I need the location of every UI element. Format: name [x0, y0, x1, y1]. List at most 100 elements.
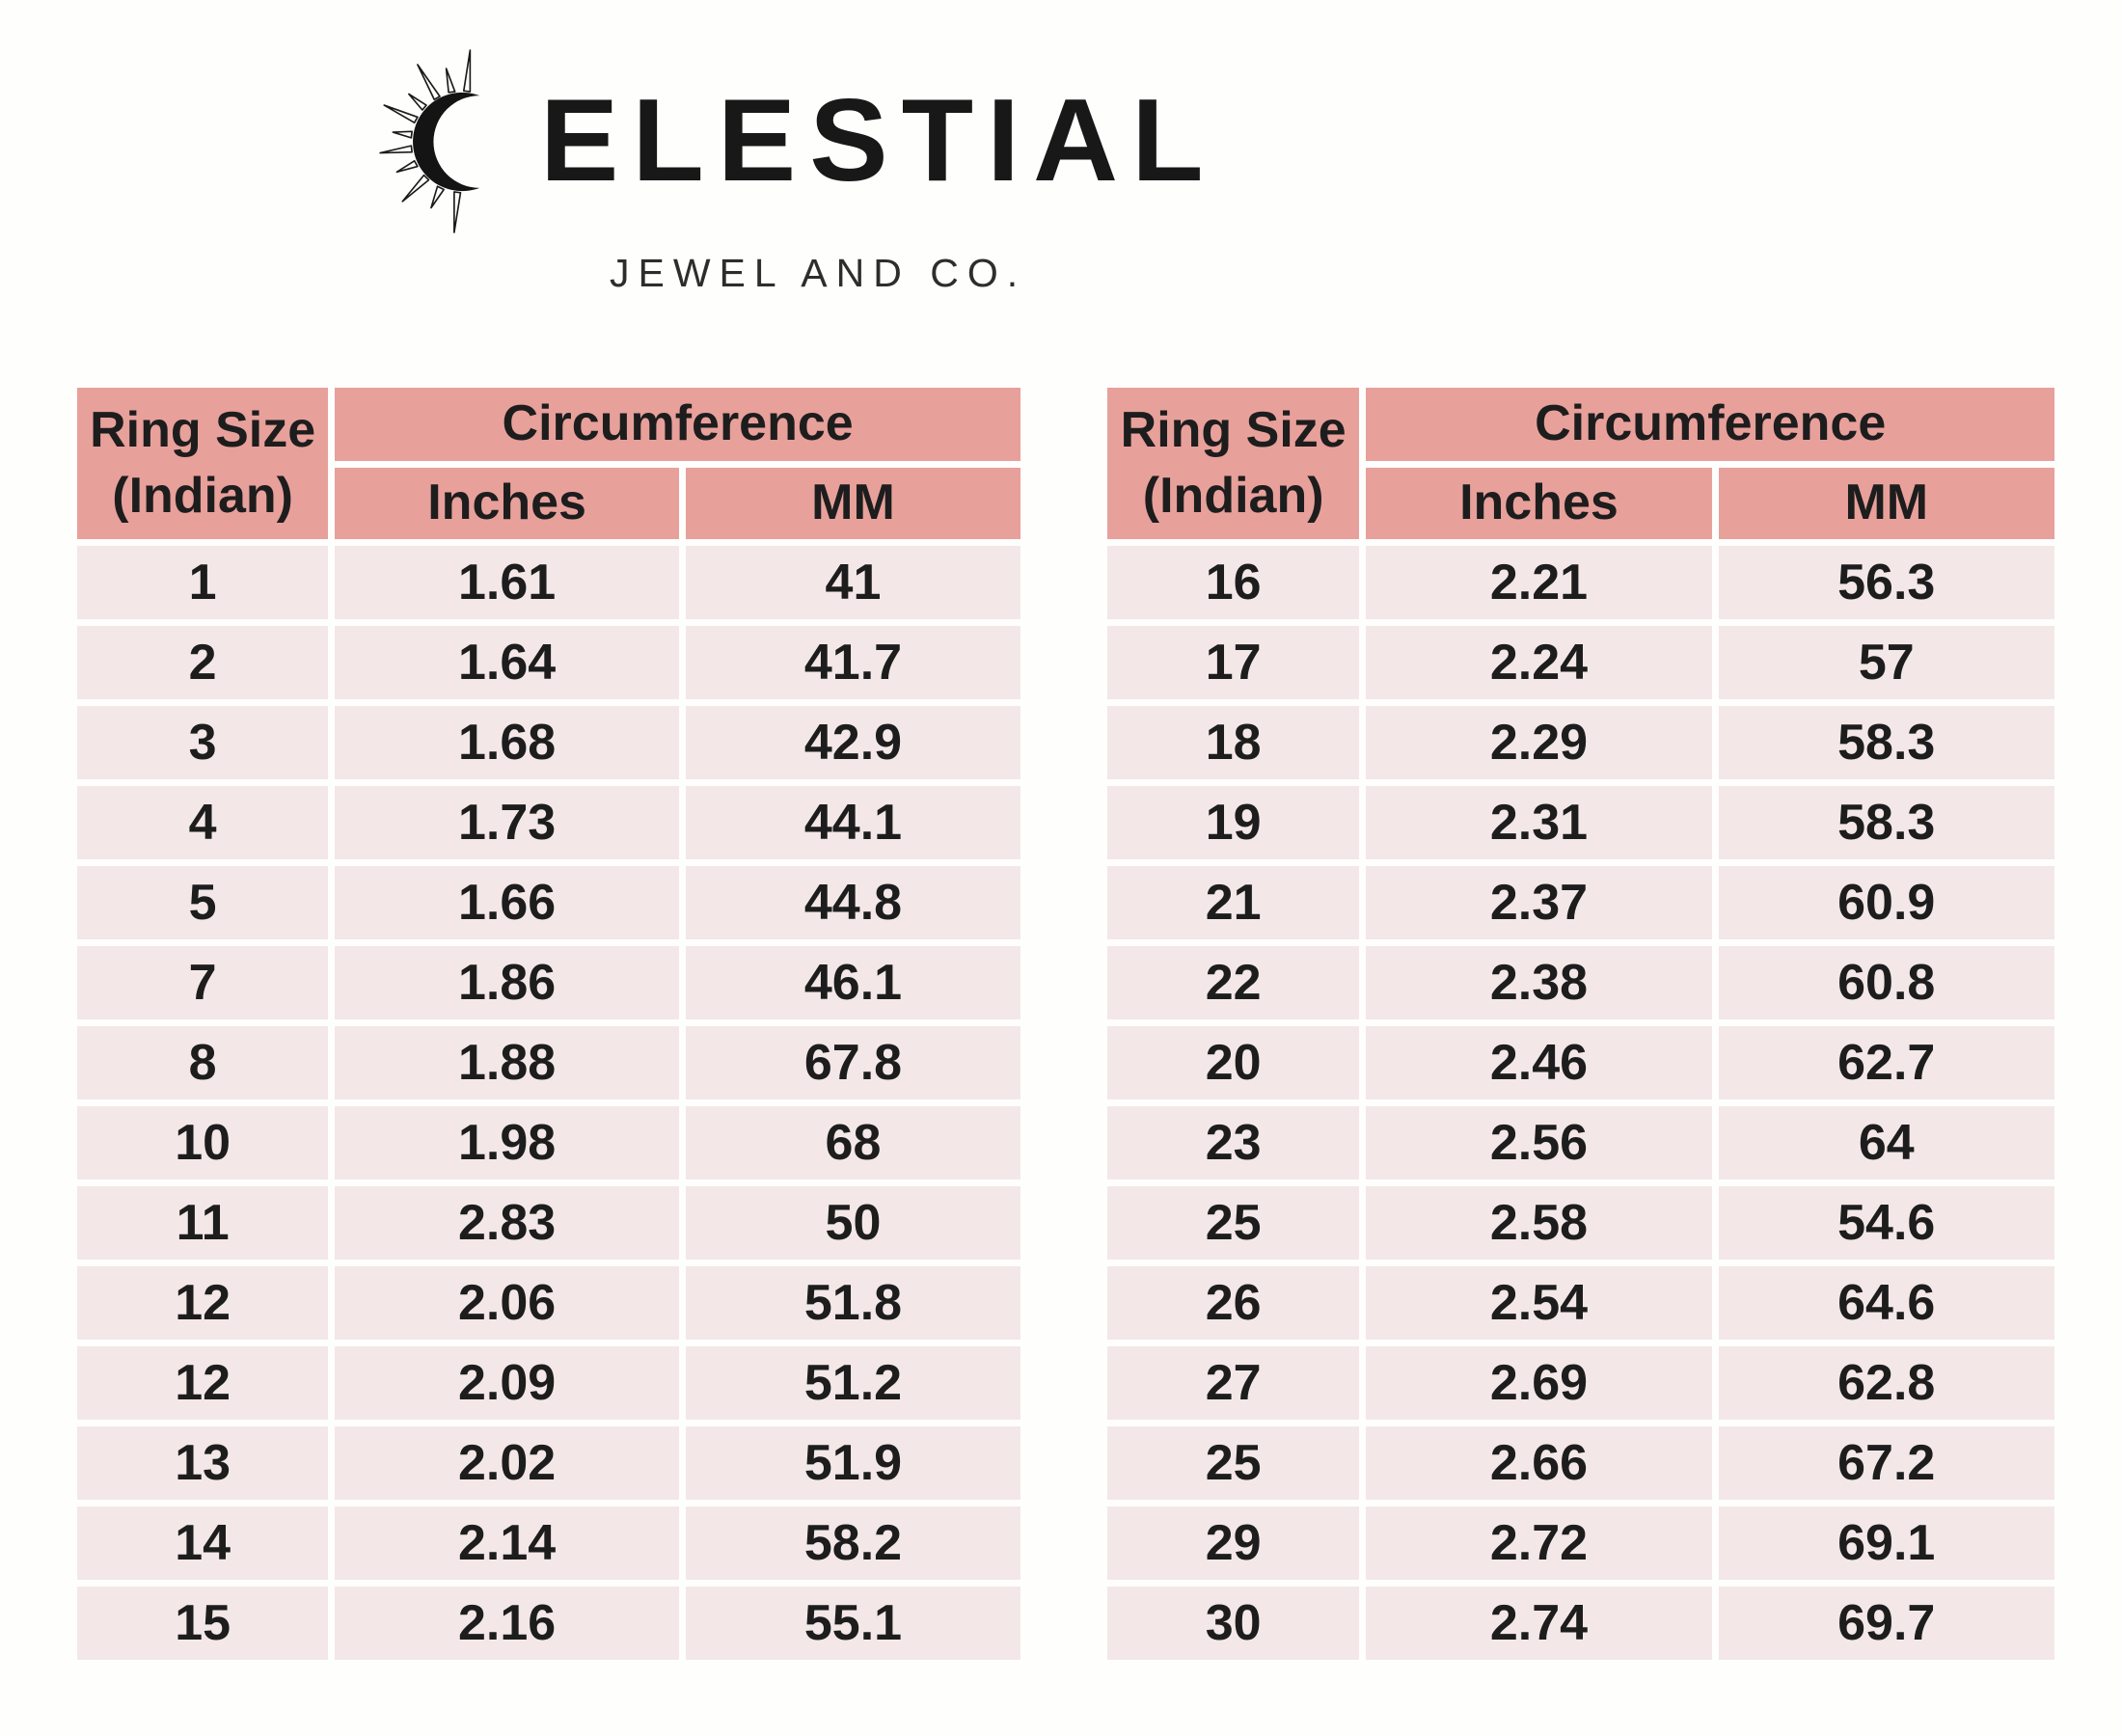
brand-logo: ELESTIAL JEWEL AND CO.	[367, 42, 1217, 296]
cell-mm: 60.8	[1718, 946, 2054, 1019]
cell-inches: 2.56	[1366, 1106, 1712, 1180]
table-row: 22 2.38 60.8	[1107, 946, 2054, 1019]
cell-size: 26	[1107, 1266, 1360, 1340]
brand-subtitle: JEWEL AND CO.	[610, 251, 1027, 295]
cell-size: 20	[1107, 1026, 1360, 1099]
cell-size: 10	[77, 1106, 329, 1180]
cell-mm: 44.1	[685, 786, 1020, 859]
cell-size: 11	[77, 1186, 329, 1260]
cell-mm: 54.6	[1718, 1186, 2054, 1260]
cell-inches: 2.37	[1366, 866, 1712, 939]
header-mm: MM	[1718, 468, 2054, 539]
cell-mm: 46.1	[685, 946, 1020, 1019]
cell-size: 25	[1107, 1426, 1360, 1500]
cell-inches: 2.69	[1366, 1346, 1712, 1420]
cell-mm: 56.3	[1718, 546, 2054, 619]
header-ring-size: Ring Size (Indian)	[1107, 388, 1360, 539]
table-row: 4 1.73 44.1	[77, 786, 1020, 859]
ring-size-table-left: Ring Size (Indian) Circumference Inches …	[70, 381, 1027, 1667]
table-row: 29 2.72 69.1	[1107, 1506, 2054, 1580]
cell-inches: 1.66	[335, 866, 679, 939]
cell-size: 1	[77, 546, 329, 619]
table-row: 15 2.16 55.1	[77, 1587, 1020, 1660]
cell-mm: 42.9	[685, 706, 1020, 779]
cell-inches: 2.58	[1366, 1186, 1712, 1260]
cell-size: 5	[77, 866, 329, 939]
cell-mm: 44.8	[685, 866, 1020, 939]
cell-mm: 51.8	[685, 1266, 1020, 1340]
header-ring-size: Ring Size (Indian)	[77, 388, 329, 539]
header-ring-size-line1: Ring Size	[90, 401, 316, 458]
table-row: 21 2.37 60.9	[1107, 866, 2054, 939]
cell-size: 16	[1107, 546, 1360, 619]
header-inches: Inches	[335, 468, 679, 539]
header-circumference: Circumference	[335, 388, 1020, 461]
brand-wordmark: ELESTIAL	[540, 74, 1217, 205]
table-row: 16 2.21 56.3	[1107, 546, 2054, 619]
cell-inches: 1.98	[335, 1106, 679, 1180]
cell-size: 17	[1107, 626, 1360, 699]
table-row: 12 2.09 51.2	[77, 1346, 1020, 1420]
header-ring-size-line2: (Indian)	[112, 467, 293, 524]
cell-inches: 2.24	[1366, 626, 1712, 699]
cell-mm: 41.7	[685, 626, 1020, 699]
cell-inches: 1.61	[335, 546, 679, 619]
table-row: 27 2.69 62.8	[1107, 1346, 2054, 1420]
cell-mm: 69.7	[1718, 1587, 2054, 1660]
cell-inches: 2.06	[335, 1266, 679, 1340]
cell-inches: 2.72	[1366, 1506, 1712, 1580]
cell-inches: 1.88	[335, 1026, 679, 1099]
cell-mm: 58.2	[685, 1506, 1020, 1580]
table-header: Ring Size (Indian) Circumference Inches …	[1107, 388, 2054, 539]
cell-mm: 55.1	[685, 1587, 1020, 1660]
cell-inches: 2.66	[1366, 1426, 1712, 1500]
table-row: 20 2.46 62.7	[1107, 1026, 2054, 1099]
cell-size: 19	[1107, 786, 1360, 859]
cell-size: 3	[77, 706, 329, 779]
header-inches: Inches	[1366, 468, 1712, 539]
cell-mm: 41	[685, 546, 1020, 619]
table-row: 26 2.54 64.6	[1107, 1266, 2054, 1340]
cell-size: 30	[1107, 1587, 1360, 1660]
cell-mm: 64.6	[1718, 1266, 2054, 1340]
cell-size: 4	[77, 786, 329, 859]
table-row: 23 2.56 64	[1107, 1106, 2054, 1180]
cell-inches: 2.29	[1366, 706, 1712, 779]
cell-mm: 51.9	[685, 1426, 1020, 1500]
table-row: 30 2.74 69.7	[1107, 1587, 2054, 1660]
table-body-left: 1 1.61 41 2 1.64 41.7 3 1.68 42.9 4 1.73 44.1 5 1.66 4…	[77, 546, 1020, 1660]
cell-mm: 67.8	[685, 1026, 1020, 1099]
cell-size: 13	[77, 1426, 329, 1500]
cell-mm: 58.3	[1718, 786, 2054, 859]
cell-size: 25	[1107, 1186, 1360, 1260]
cell-mm: 69.1	[1718, 1506, 2054, 1580]
cell-size: 18	[1107, 706, 1360, 779]
cell-size: 23	[1107, 1106, 1360, 1180]
cell-size: 12	[77, 1346, 329, 1420]
cell-inches: 1.68	[335, 706, 679, 779]
header-ring-size-line1: Ring Size	[1120, 401, 1347, 458]
table-header: Ring Size (Indian) Circumference Inches …	[77, 388, 1020, 539]
cell-size: 2	[77, 626, 329, 699]
table-row: 1 1.61 41	[77, 546, 1020, 619]
table-row: 8 1.88 67.8	[77, 1026, 1020, 1099]
cell-mm: 68	[685, 1106, 1020, 1180]
table-row: 19 2.31 58.3	[1107, 786, 2054, 859]
cell-mm: 58.3	[1718, 706, 2054, 779]
cell-size: 7	[77, 946, 329, 1019]
cell-inches: 2.02	[335, 1426, 679, 1500]
table-row: 25 2.66 67.2	[1107, 1426, 2054, 1500]
cell-inches: 2.14	[335, 1506, 679, 1580]
header-circumference: Circumference	[1366, 388, 2054, 461]
table-row: 25 2.58 54.6	[1107, 1186, 2054, 1260]
table-row: 17 2.24 57	[1107, 626, 2054, 699]
table-row: 12 2.06 51.8	[77, 1266, 1020, 1340]
cell-inches: 2.83	[335, 1186, 679, 1260]
cell-inches: 1.73	[335, 786, 679, 859]
cell-size: 27	[1107, 1346, 1360, 1420]
cell-inches: 1.86	[335, 946, 679, 1019]
table-row: 11 2.83 50	[77, 1186, 1020, 1260]
cell-mm: 51.2	[685, 1346, 1020, 1420]
cell-size: 15	[77, 1587, 329, 1660]
header-ring-size-line2: (Indian)	[1142, 467, 1324, 524]
